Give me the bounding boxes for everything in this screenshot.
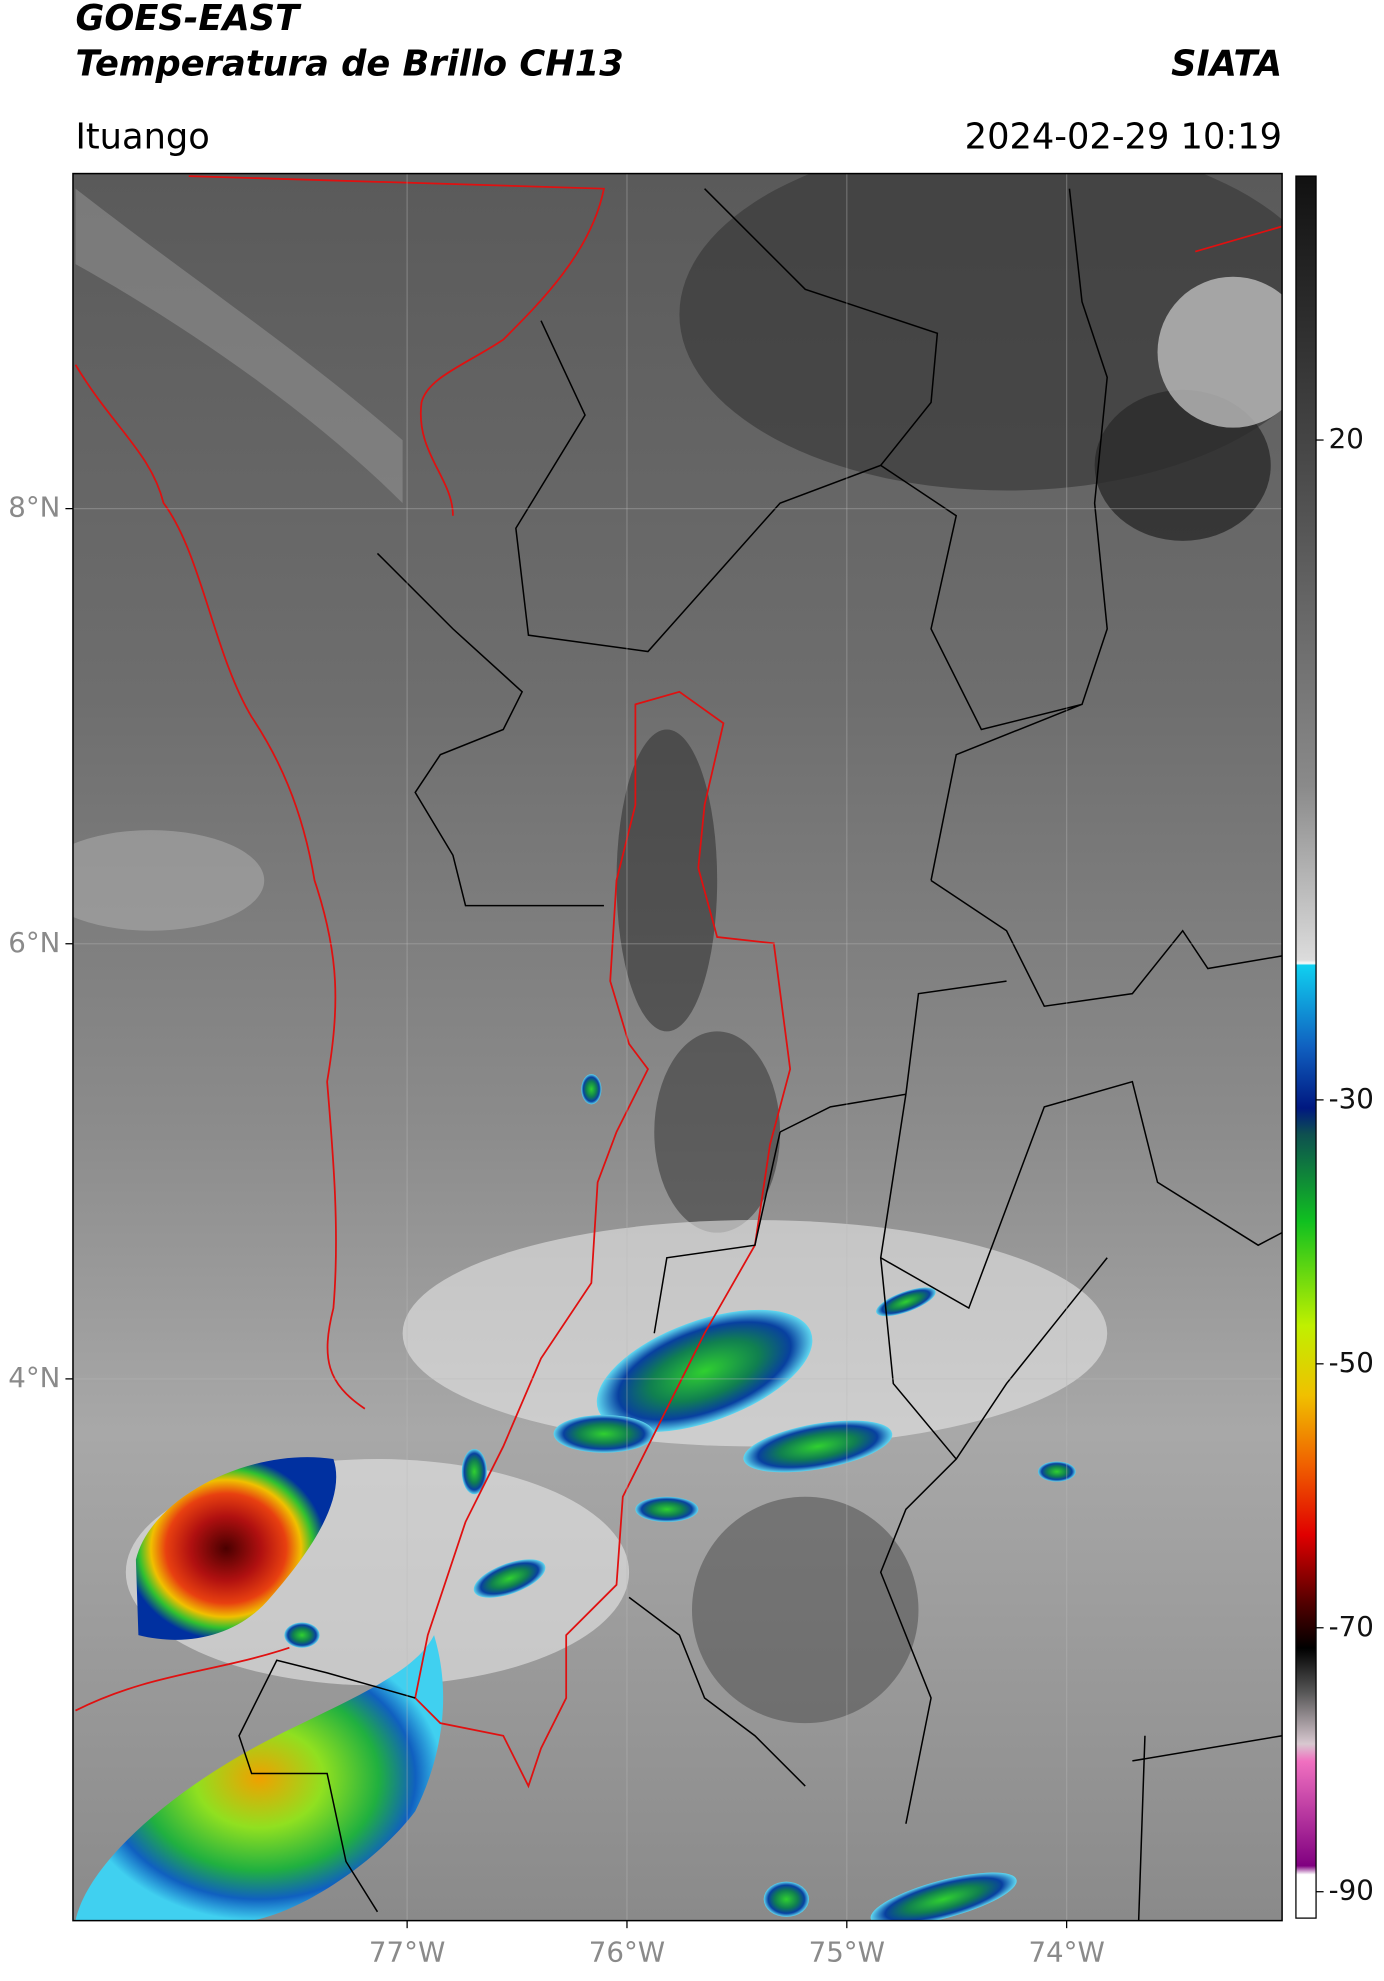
brand: SIATA (1171, 43, 1282, 84)
cloud-cell (553, 1415, 655, 1453)
lon-label: 76°W (589, 1935, 665, 1968)
lat-label: 8°N (8, 491, 60, 524)
cloud-cell (763, 1881, 810, 1917)
coastline (74, 175, 1283, 1712)
subtitle: Temperatura de Brillo CH13 (75, 43, 623, 84)
cloud-cell (1038, 1461, 1076, 1482)
colorbar-label: -30 (1329, 1082, 1374, 1115)
colorbar-label: -70 (1329, 1610, 1374, 1643)
colorbar-label: -50 (1329, 1346, 1374, 1379)
light-area (1157, 276, 1283, 428)
imagery (72, 173, 1283, 1921)
cloud-cell (473, 1559, 546, 1598)
dark-area (616, 729, 718, 1032)
lon-label: 77°W (369, 1935, 445, 1968)
dark-area (692, 1496, 919, 1724)
lon-label: 75°W (809, 1935, 885, 1968)
light-area (72, 830, 265, 931)
cloud-cell (635, 1496, 699, 1522)
colorbar-label: 20 (1329, 422, 1364, 455)
colorbar-label: -90 (1329, 1874, 1374, 1907)
cloud-cell (581, 1074, 602, 1105)
lat-label: 6°N (8, 926, 60, 959)
location: Ituango (75, 116, 209, 157)
grid (72, 173, 1283, 1921)
title: GOES-EAST (75, 0, 302, 39)
dark-area (1094, 389, 1271, 541)
dark-area (654, 1031, 781, 1233)
storm-cell (135, 1457, 337, 1640)
lon-label: 74°W (1028, 1935, 1104, 1968)
storm-cell (75, 1635, 444, 1921)
cloud-cell (284, 1622, 320, 1648)
map-frame (72, 172, 1283, 1922)
cloud-cell (596, 1309, 813, 1433)
boundary (238, 188, 1283, 1921)
cloud-cell (743, 1420, 893, 1473)
cloud-cell (461, 1448, 487, 1495)
light-area (75, 188, 403, 504)
cloud-cell (876, 1287, 936, 1317)
cloud-cell (870, 1872, 1017, 1921)
lat-label: 4°N (8, 1361, 60, 1394)
datetime: 2024-02-29 10:19 (965, 116, 1282, 157)
ituango-basin (414, 690, 792, 1789)
colorbar (1295, 175, 1317, 1919)
